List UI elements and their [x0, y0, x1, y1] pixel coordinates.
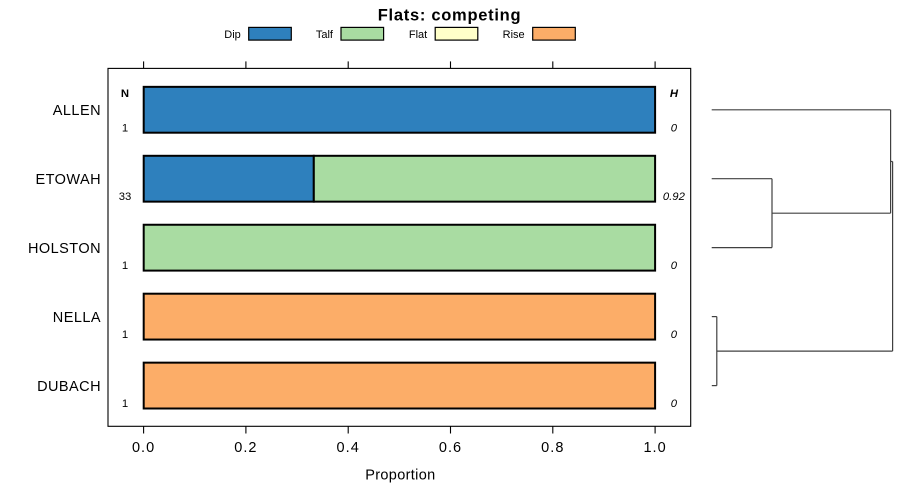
svg-text:0.8: 0.8 [541, 440, 564, 456]
svg-text:Talf: Talf [316, 29, 334, 41]
svg-text:0: 0 [671, 260, 678, 272]
svg-text:1: 1 [122, 398, 128, 410]
svg-text:Flat: Flat [409, 29, 427, 41]
svg-text:0: 0 [671, 398, 678, 410]
svg-text:0.4: 0.4 [337, 440, 360, 456]
svg-text:0.6: 0.6 [439, 440, 462, 456]
svg-text:NELLA: NELLA [53, 310, 101, 326]
svg-text:Flats: competing: Flats: competing [378, 7, 522, 25]
svg-text:HOLSTON: HOLSTON [28, 241, 101, 257]
svg-text:N: N [121, 88, 129, 100]
svg-text:1: 1 [122, 329, 128, 341]
svg-text:0: 0 [671, 122, 678, 134]
svg-text:0: 0 [671, 329, 678, 341]
svg-text:Rise: Rise [503, 29, 525, 41]
svg-text:0.92: 0.92 [663, 191, 686, 203]
svg-text:1: 1 [122, 122, 128, 134]
svg-text:1: 1 [122, 260, 128, 272]
svg-text:33: 33 [119, 191, 132, 203]
svg-text:0.2: 0.2 [234, 440, 257, 456]
svg-text:H: H [670, 88, 679, 100]
svg-text:ETOWAH: ETOWAH [35, 172, 101, 188]
svg-text:0.0: 0.0 [132, 440, 155, 456]
svg-text:ALLEN: ALLEN [53, 103, 101, 119]
svg-text:DUBACH: DUBACH [37, 379, 101, 395]
svg-text:Proportion: Proportion [365, 467, 435, 483]
svg-text:Dip: Dip [224, 29, 241, 41]
svg-text:1.0: 1.0 [643, 440, 666, 456]
